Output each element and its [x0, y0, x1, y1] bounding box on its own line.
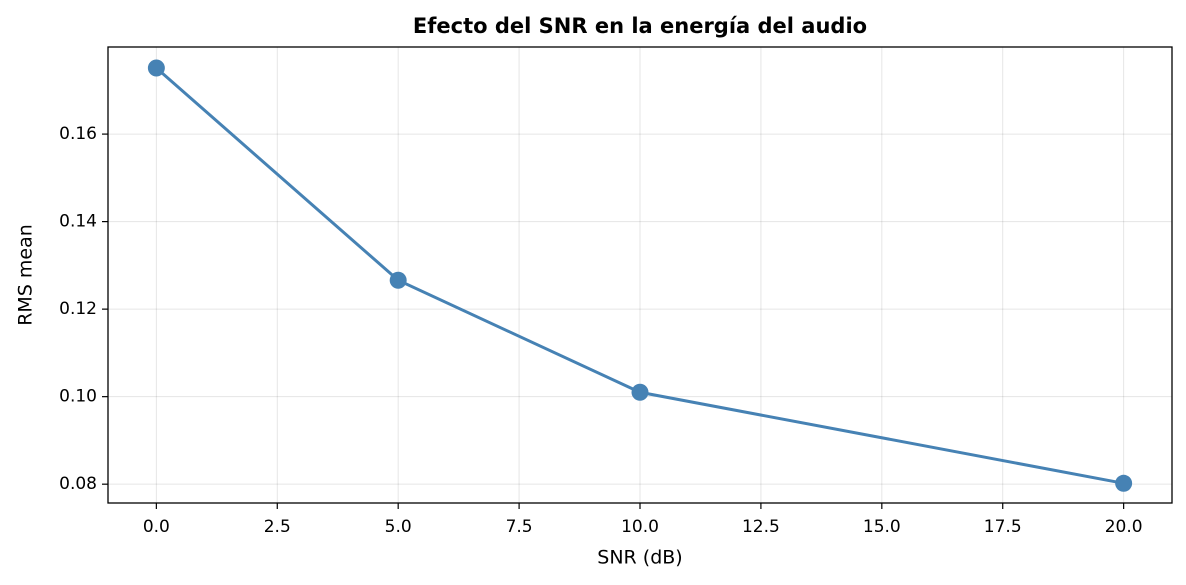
x-tick-label: 0.0: [143, 517, 170, 537]
x-tick-label: 20.0: [1105, 517, 1143, 537]
plot-frame: [107, 46, 1173, 504]
x-tick-label: 2.5: [264, 517, 291, 537]
y-axis-label: RMS mean: [15, 224, 37, 326]
chart-title: Efecto del SNR en la energía del audio: [413, 14, 867, 38]
x-axis-label: SNR (dB): [597, 547, 682, 569]
y-tick-label: 0.12: [59, 299, 97, 319]
x-tick-label: 7.5: [506, 517, 533, 537]
point: [147, 59, 165, 77]
y-tick-label: 0.10: [59, 387, 97, 407]
y-tick-label: 0.08: [59, 474, 97, 494]
x-tick-label: 10.0: [621, 517, 659, 537]
x-tick-label: 17.5: [984, 517, 1022, 537]
y-tick-label: 0.14: [59, 212, 97, 232]
x-tick-label: 12.5: [742, 517, 780, 537]
x-tick-label: 5.0: [385, 517, 412, 537]
y-tick-label: 0.16: [59, 124, 97, 144]
point: [1115, 474, 1133, 492]
point: [389, 271, 407, 289]
point: [631, 383, 649, 401]
x-tick-label: 15.0: [863, 517, 901, 537]
line: [155, 66, 1124, 485]
